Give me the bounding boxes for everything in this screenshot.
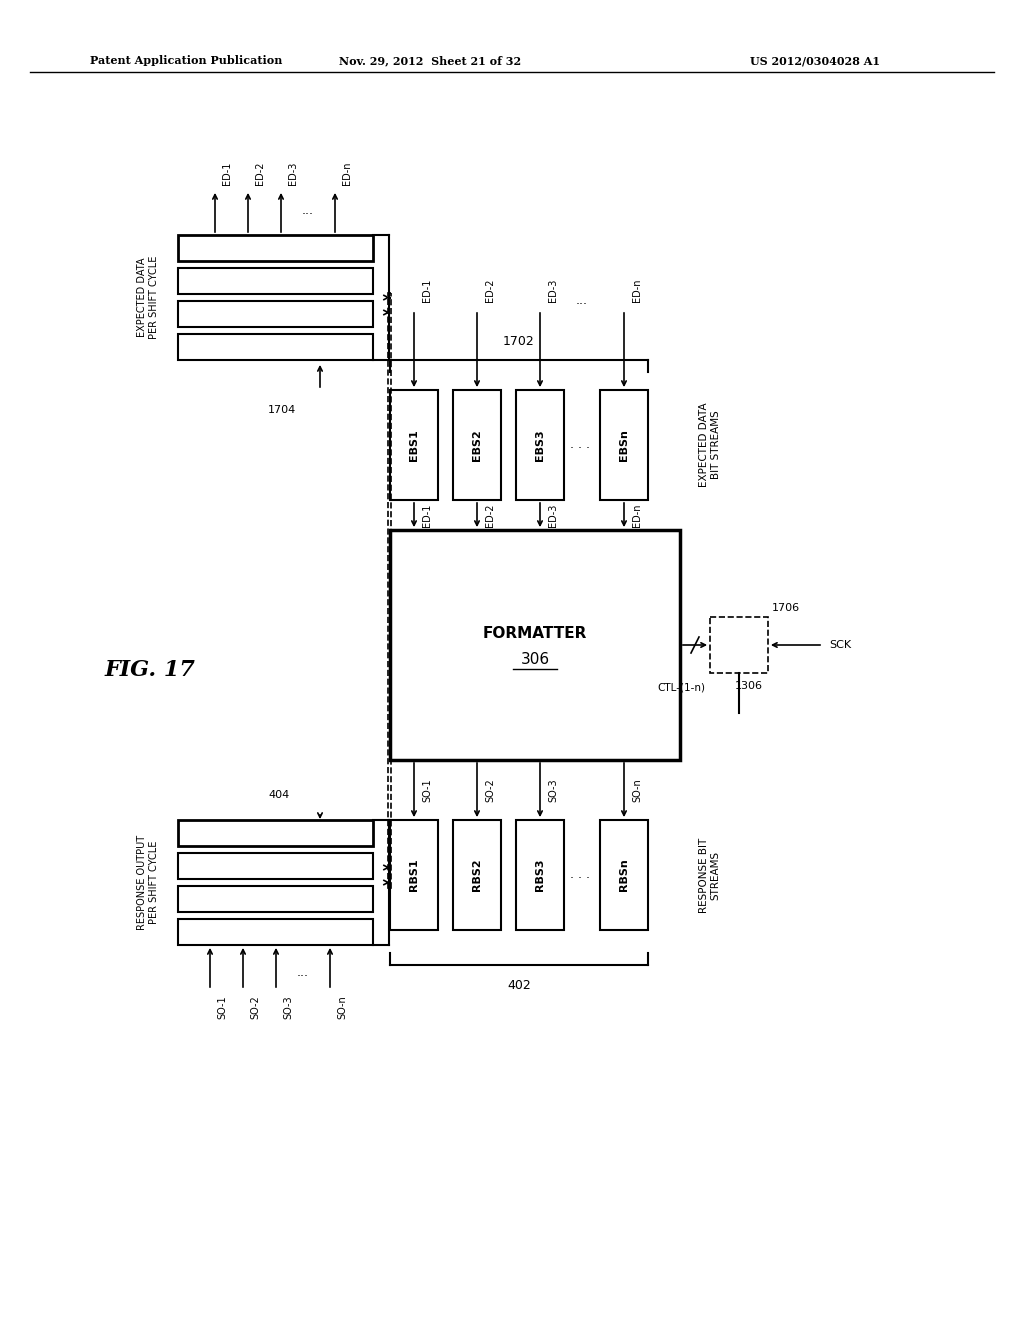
Text: RESPONSE BIT
STREAMS: RESPONSE BIT STREAMS xyxy=(699,837,721,912)
Bar xyxy=(600,389,648,500)
Bar xyxy=(178,235,373,261)
Bar xyxy=(390,531,680,760)
Text: CTL-(1-n): CTL-(1-n) xyxy=(657,682,705,693)
Text: FIG. 17: FIG. 17 xyxy=(105,659,196,681)
Text: RBS2: RBS2 xyxy=(472,859,482,891)
Text: ED-3: ED-3 xyxy=(288,161,298,185)
Text: EBS2: EBS2 xyxy=(472,429,482,461)
Bar xyxy=(178,820,373,846)
Text: SO-1: SO-1 xyxy=(217,995,227,1019)
Text: 1306: 1306 xyxy=(735,681,763,690)
Text: 404: 404 xyxy=(268,789,289,800)
Text: 1706: 1706 xyxy=(772,603,800,612)
Text: RBS3: RBS3 xyxy=(535,859,545,891)
Text: ED-2: ED-2 xyxy=(255,161,265,185)
Text: Patent Application Publication: Patent Application Publication xyxy=(90,55,283,66)
Text: SO-2: SO-2 xyxy=(485,777,495,801)
Text: SO-n: SO-n xyxy=(632,777,642,801)
Text: ED-n: ED-n xyxy=(632,279,642,302)
Bar xyxy=(516,389,564,500)
Text: 306: 306 xyxy=(520,652,550,667)
Text: ED-3: ED-3 xyxy=(548,503,558,527)
Bar xyxy=(390,820,438,931)
Bar xyxy=(178,853,373,879)
Bar xyxy=(178,301,373,327)
Text: EBS1: EBS1 xyxy=(409,429,419,461)
Text: ED-n: ED-n xyxy=(632,503,642,527)
Text: SO-n: SO-n xyxy=(337,995,347,1019)
Text: ED-2: ED-2 xyxy=(485,279,495,302)
Text: SO-2: SO-2 xyxy=(250,995,260,1019)
Text: 1704: 1704 xyxy=(268,405,296,414)
Text: FORMATTER: FORMATTER xyxy=(482,626,587,640)
Text: ED-2: ED-2 xyxy=(485,503,495,527)
Bar xyxy=(453,389,501,500)
Bar xyxy=(600,820,648,931)
Text: EXPECTED DATA
BIT STREAMS: EXPECTED DATA BIT STREAMS xyxy=(699,403,721,487)
Text: SO-3: SO-3 xyxy=(283,995,293,1019)
Text: ED-1: ED-1 xyxy=(422,503,432,527)
Text: SO-1: SO-1 xyxy=(422,779,432,801)
Bar xyxy=(178,886,373,912)
Bar xyxy=(178,334,373,360)
Text: 402: 402 xyxy=(507,979,530,993)
Text: SO-3: SO-3 xyxy=(548,779,558,801)
Text: . . .: . . . xyxy=(570,438,590,451)
Text: ...: ... xyxy=(302,203,314,216)
Text: Nov. 29, 2012  Sheet 21 of 32: Nov. 29, 2012 Sheet 21 of 32 xyxy=(339,55,521,66)
Bar xyxy=(178,268,373,294)
Text: ED-3: ED-3 xyxy=(548,279,558,302)
Text: RBSn: RBSn xyxy=(618,858,629,891)
Text: ED-n: ED-n xyxy=(342,161,352,185)
Bar xyxy=(710,616,768,673)
Text: ...: ... xyxy=(575,293,588,306)
Text: RESPONSE OUTPUT
PER SHIFT CYCLE: RESPONSE OUTPUT PER SHIFT CYCLE xyxy=(137,836,159,931)
Text: . . .: . . . xyxy=(570,869,590,882)
Text: EBS3: EBS3 xyxy=(535,429,545,461)
Text: SCK: SCK xyxy=(829,640,851,649)
Text: EXPECTED DATA
PER SHIFT CYCLE: EXPECTED DATA PER SHIFT CYCLE xyxy=(137,256,159,339)
Bar xyxy=(453,820,501,931)
Bar xyxy=(390,389,438,500)
Text: ED-1: ED-1 xyxy=(422,279,432,302)
Text: ED-1: ED-1 xyxy=(222,161,232,185)
Text: RBS1: RBS1 xyxy=(409,859,419,891)
Text: ...: ... xyxy=(297,966,309,979)
Text: US 2012/0304028 A1: US 2012/0304028 A1 xyxy=(750,55,880,66)
Bar xyxy=(388,293,391,887)
Bar xyxy=(516,820,564,931)
Bar xyxy=(178,919,373,945)
Text: EBSn: EBSn xyxy=(618,429,629,461)
Text: 1702: 1702 xyxy=(503,335,535,348)
